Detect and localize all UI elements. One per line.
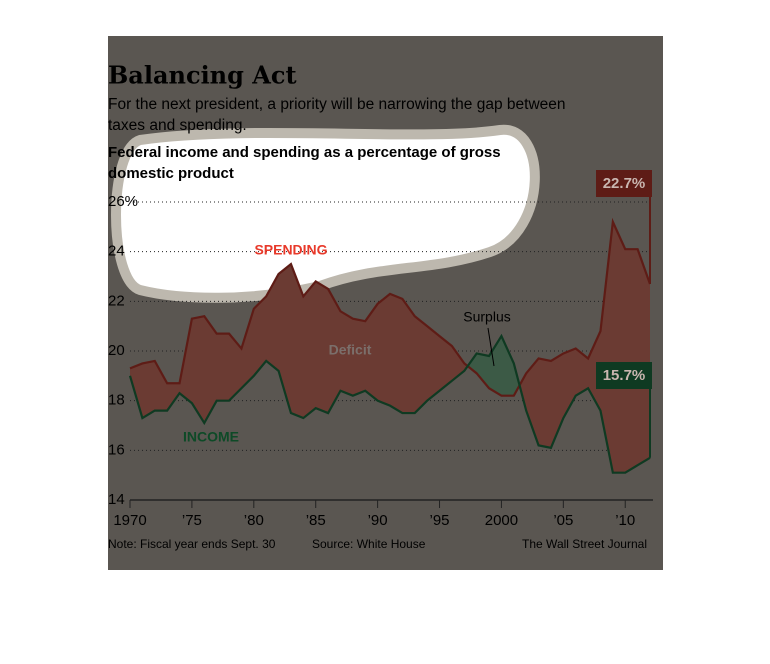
y-tick-label: 26% (108, 193, 138, 210)
y-tick-label: 16 (108, 441, 125, 458)
credit: The Wall Street Journal (522, 537, 647, 551)
title: Balancing Act (108, 61, 297, 90)
x-tick-label: 1970 (113, 512, 146, 529)
income-label: INCOME (183, 429, 239, 445)
surplus-leader (487, 327, 495, 367)
x-tick-label: ’05 (553, 512, 573, 529)
y-tick-label: 22 (108, 292, 125, 309)
source: Source: White House (312, 537, 426, 551)
highlight-blob (111, 124, 540, 303)
x-tick-label: ’85 (306, 512, 326, 529)
subtitle: For the next president, a priority will … (108, 96, 566, 134)
subtitle-box: For the next president, a priority will … (108, 96, 566, 134)
y-tick-label: 18 (108, 392, 125, 409)
note: Note: Fiscal year ends Sept. 30 (108, 537, 276, 551)
surplus-label: Surplus (463, 309, 510, 325)
x-tick-label: ’75 (182, 512, 202, 529)
spending-label: SPENDING (254, 242, 327, 258)
x-tick-label: ’95 (430, 512, 450, 529)
line-income (128, 333, 651, 474)
value-label: 22.7% (603, 175, 646, 192)
chart-title-box: Federal income and spending as a percent… (108, 144, 501, 182)
y-tick-label: 24 (108, 243, 125, 260)
deficit-area (130, 221, 650, 473)
x-tick-label: ’90 (368, 512, 388, 529)
line-spending (129, 217, 652, 397)
x-tick-label: ’80 (244, 512, 264, 529)
y-tick-label: 14 (108, 491, 125, 508)
label-box (596, 170, 652, 197)
x-tick-label: 2000 (485, 512, 518, 529)
value-label: 15.7% (603, 367, 646, 384)
chart-title: Federal income and spending as a percent… (108, 144, 501, 182)
y-tick-label: 20 (108, 342, 125, 359)
label-box (596, 362, 652, 389)
deficit-label: Deficit (329, 342, 372, 358)
x-tick-label: ’10 (615, 512, 635, 529)
